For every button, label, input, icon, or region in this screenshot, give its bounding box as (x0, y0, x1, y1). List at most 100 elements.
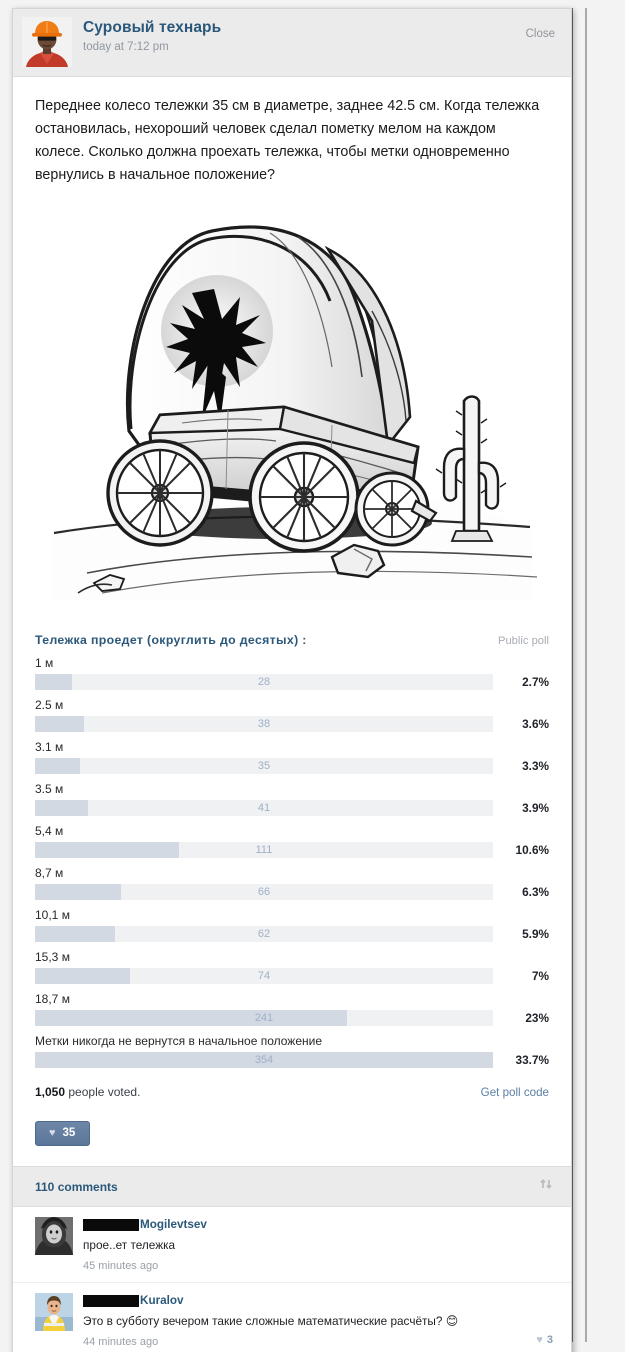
comment-avatar[interactable] (35, 1217, 73, 1255)
poll-option[interactable]: 15,3 м 74 7% (35, 950, 549, 984)
poll-option-label: 5,4 м (35, 824, 64, 838)
redaction-bar (83, 1219, 139, 1231)
poll-option-track: 74 (35, 968, 493, 984)
poll-option-count: 41 (257, 802, 271, 814)
poll-voted-text: 1,050 people voted. (35, 1085, 140, 1099)
rock-small (92, 574, 126, 592)
poll-option-track: 111 (35, 842, 493, 858)
poll-option-percent: 10.6% (515, 843, 549, 857)
smile-emoji-icon: 😊 (445, 1314, 459, 1328)
poll-public-label: Public poll (498, 635, 549, 647)
poll-option-bar-line: 62 5.9% (35, 926, 549, 942)
poll-option-bar-line: 354 33.7% (35, 1052, 549, 1068)
poll-option-bar-line: 74 7% (35, 968, 549, 984)
poll-option-bar-line: 241 23% (35, 1010, 549, 1026)
post-header: Суровый технарь today at 7:12 pm Close (13, 9, 571, 77)
poll-option-label: Метки никогда не вернутся в начальное по… (35, 1034, 322, 1048)
comment-name-row: Kuralov (83, 1294, 536, 1308)
like-area: ♥ 35 (13, 1105, 571, 1166)
author-name[interactable]: Суровый технарь (83, 19, 222, 36)
poll-option[interactable]: 18,7 м 241 23% (35, 992, 549, 1026)
poll-option-fill (35, 926, 116, 942)
get-poll-code-link[interactable]: Get poll code (480, 1086, 549, 1099)
poll-option-count: 111 (255, 844, 273, 856)
poll-option-label: 8,7 м (35, 866, 64, 880)
poll-option[interactable]: Метки никогда не вернутся в начальное по… (35, 1034, 549, 1068)
redaction-bar (83, 1295, 139, 1307)
poll-option-track: 241 (35, 1010, 493, 1026)
poll-option-bar-line: 38 3.6% (35, 716, 549, 732)
poll-option[interactable]: 10,1 м 62 5.9% (35, 908, 549, 942)
sort-arrows-icon[interactable] (539, 1177, 553, 1196)
comment-timestamp: 44 minutes ago (83, 1336, 159, 1348)
covered-wagon-illustration (32, 201, 552, 621)
poll-option[interactable]: 3.1 м 35 3.3% (35, 740, 549, 774)
poll-option-track: 38 (35, 716, 493, 732)
poll-option[interactable]: 2.5 м 38 3.6% (35, 698, 549, 732)
comments-count: 110 comments (35, 1179, 118, 1194)
rock-large (330, 543, 386, 579)
post-text: Переднее колесо тележки 35 см в диаметре… (35, 98, 540, 183)
poll-voted-suffix: people voted. (68, 1085, 141, 1099)
poll-option[interactable]: 1 м 28 2.7% (35, 656, 549, 690)
poll-option-fill (35, 842, 180, 858)
comment-item[interactable]: Mogilevtsev прое..ет тележка 45 minutes ag… (13, 1207, 571, 1283)
poll-option-track: 66 (35, 884, 493, 900)
poll-option-label: 3.1 м (35, 740, 64, 754)
post-image-container[interactable] (13, 193, 571, 625)
poll-option-bar-line: 111 10.6% (35, 842, 549, 858)
poll-option-fill (35, 1052, 493, 1068)
poll-option[interactable]: 8,7 м 66 6.3% (35, 866, 549, 900)
window-edge-line (572, 8, 573, 1342)
poll-option-bar-line: 35 3.3% (35, 758, 549, 774)
like-count: 35 (62, 1127, 76, 1139)
poll-option[interactable]: 5,4 м 111 10.6% (35, 824, 549, 858)
poll-option-fill (35, 716, 84, 732)
poll-option-count: 66 (257, 886, 271, 898)
poll-option-count: 35 (257, 760, 271, 772)
poll-option-fill (35, 968, 131, 984)
heart-icon: ♥ (49, 1126, 56, 1139)
poll-option-fill (35, 674, 72, 690)
poll-option-fill (35, 758, 80, 774)
like-button[interactable]: ♥ 35 (35, 1121, 91, 1146)
comment-timestamp: 45 minutes ago (83, 1260, 159, 1272)
comment-name-row: Mogilevtsev (83, 1218, 553, 1232)
poll-option-count: 28 (257, 676, 271, 688)
comment-item[interactable]: Kuralov Это в субботу вечером такие сложн… (13, 1283, 571, 1352)
heart-icon: ♥ (536, 1334, 543, 1346)
poll-option-bar-line: 41 3.9% (35, 800, 549, 816)
poll-question: Тележка проедет (округлить до десятых) : (35, 633, 307, 647)
poll-option-percent: 3.6% (522, 717, 549, 731)
poll-option-label: 2.5 м (35, 698, 64, 712)
cactus (435, 395, 507, 542)
poll-option-count: 354 (254, 1054, 274, 1066)
poll-option[interactable]: 3.5 м 41 3.9% (35, 782, 549, 816)
poll-option-percent: 2.7% (522, 675, 549, 689)
poll-option-count: 38 (257, 718, 271, 730)
comment-body: Mogilevtsev прое..ет тележка 45 minutes ag… (83, 1217, 553, 1272)
poll: Тележка проедет (округлить до десятых) :… (13, 625, 571, 1105)
poll-option-bar-line: 66 6.3% (35, 884, 549, 900)
avatar-image (22, 17, 72, 67)
wheel-front-left (248, 441, 360, 553)
window-edge-shadow (585, 8, 587, 1342)
comment-avatar[interactable] (35, 1293, 73, 1331)
comment-text: прое..ет тележка (83, 1238, 176, 1252)
poll-option-fill (35, 800, 89, 816)
poll-option-track: 41 (35, 800, 493, 816)
poll-option-percent: 5.9% (522, 927, 549, 941)
post-timestamp: today at 7:12 pm (83, 41, 169, 53)
comment-author-name[interactable]: Mogilevtsev (140, 1218, 207, 1231)
close-button[interactable]: Close (525, 28, 555, 40)
comment-like-button[interactable]: ♥ 3 (536, 1334, 553, 1348)
poll-option-percent: 6.3% (522, 885, 549, 899)
poll-option-percent: 3.3% (522, 759, 549, 773)
poll-option-fill (35, 884, 121, 900)
comment-text: Это в субботу вечером такие сложные мате… (83, 1314, 459, 1328)
poll-option-track: 28 (35, 674, 493, 690)
poll-option-bar-line: 28 2.7% (35, 674, 549, 690)
author-avatar[interactable] (22, 17, 72, 67)
comment-author-name[interactable]: Kuralov (140, 1294, 184, 1307)
poll-option-track: 354 (35, 1052, 493, 1068)
